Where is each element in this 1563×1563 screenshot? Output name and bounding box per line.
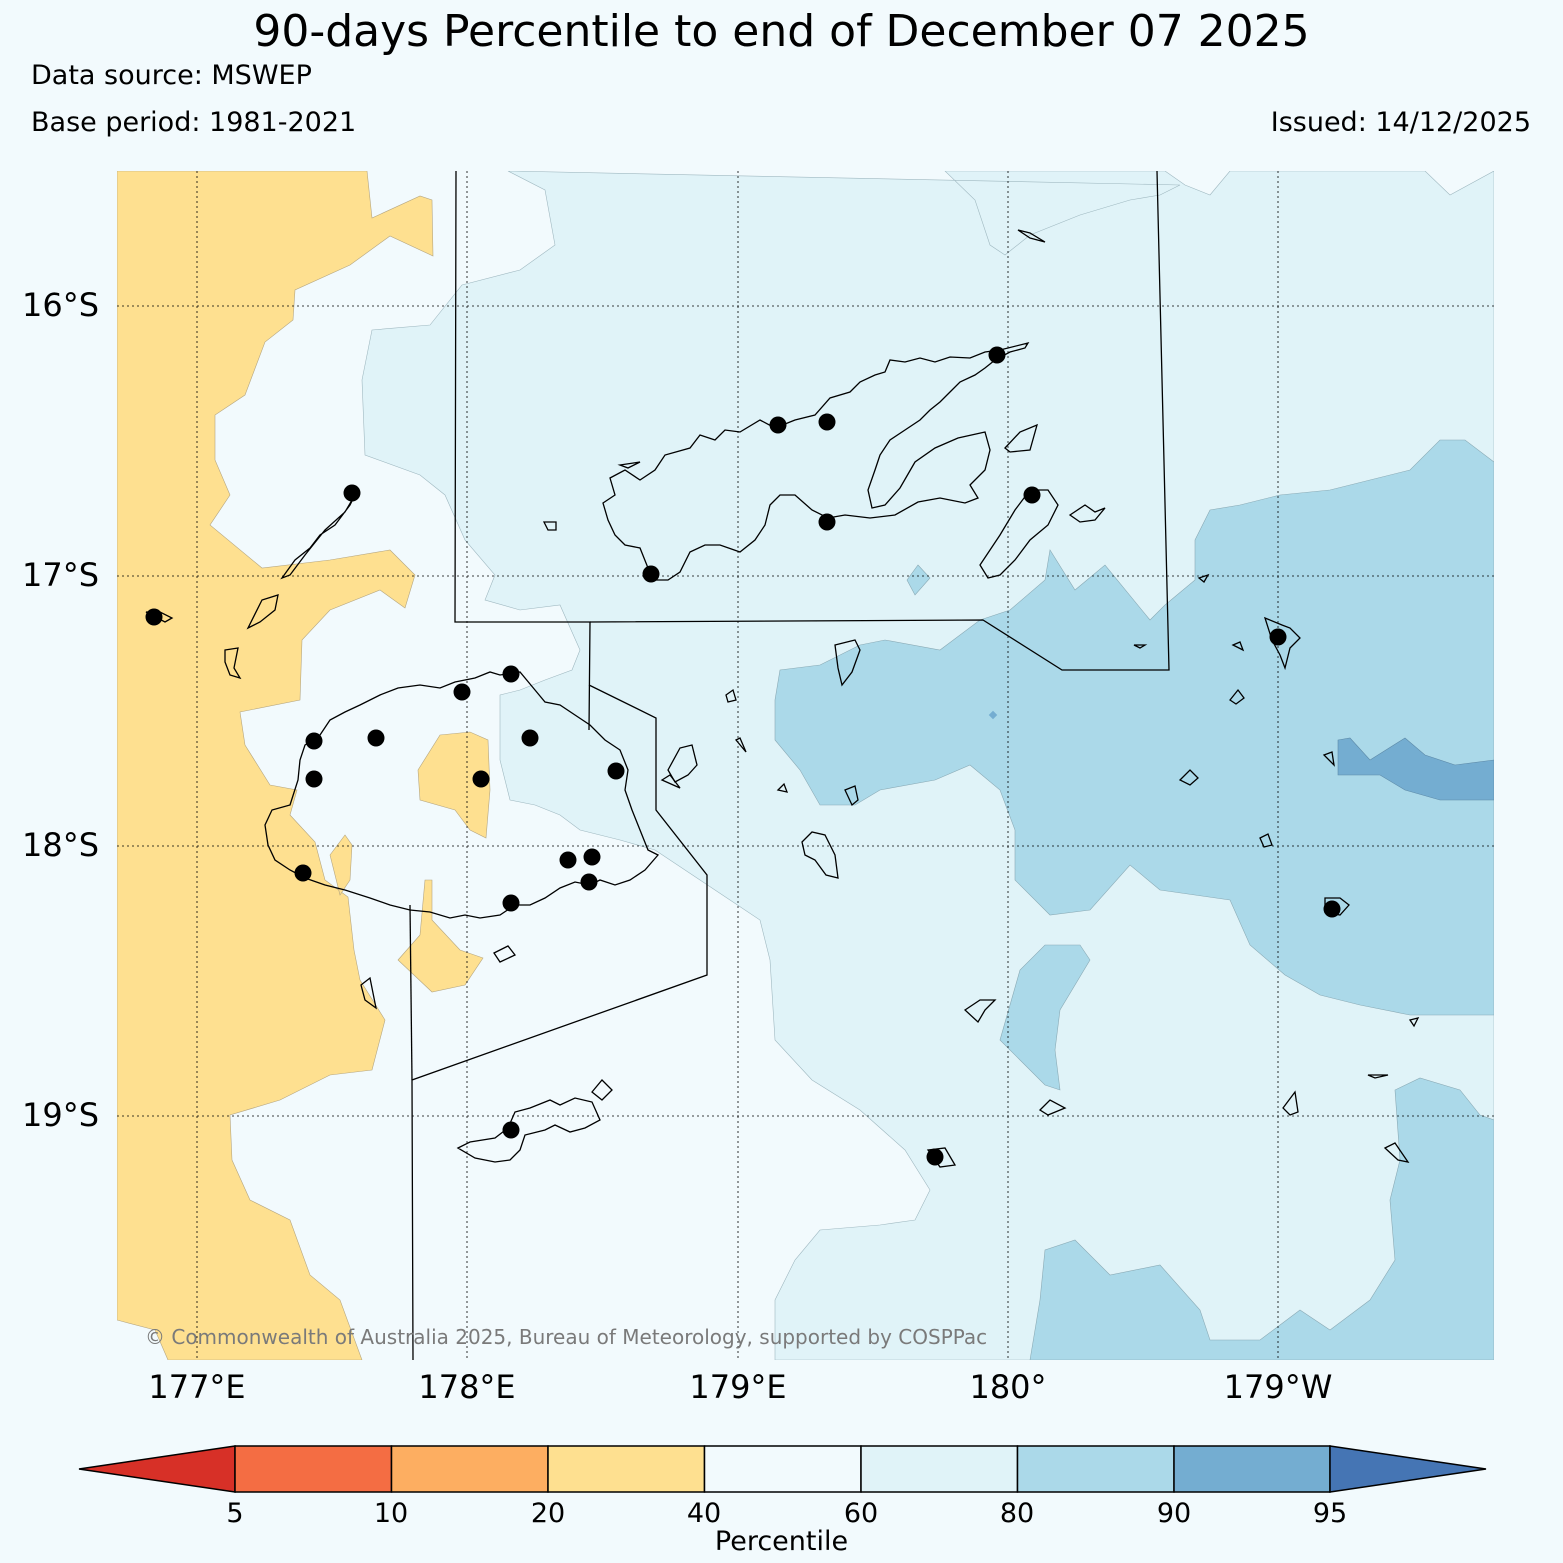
station-marker xyxy=(583,848,601,866)
colorbar xyxy=(78,1445,1487,1493)
colorbar-bin xyxy=(1173,1445,1331,1493)
station-marker xyxy=(926,1148,944,1166)
station-marker xyxy=(642,565,660,583)
colorbar-tick-label: 20 xyxy=(530,1498,566,1529)
station-marker xyxy=(818,413,836,431)
colorbar-bin xyxy=(547,1445,706,1493)
station-marker xyxy=(988,346,1006,364)
stations xyxy=(145,346,1341,1166)
station-marker xyxy=(367,729,385,747)
station-marker xyxy=(818,513,836,531)
island-viti-levu xyxy=(264,671,660,919)
data-source-label: Data source: MSWEP xyxy=(31,60,312,91)
lat-label: 19°S xyxy=(22,1096,100,1134)
lon-label: 179°E xyxy=(689,1368,787,1406)
lat-label: 18°S xyxy=(22,826,100,864)
station-marker xyxy=(580,873,598,891)
lon-label: 180° xyxy=(969,1368,1047,1406)
percentile-90-95-patch xyxy=(1337,737,1494,801)
colorbar-tick-label: 90 xyxy=(1156,1498,1192,1529)
colorbar-bin xyxy=(1016,1445,1175,1493)
lat-label: 16°S xyxy=(22,286,100,324)
colorbar-bin xyxy=(860,1445,1019,1493)
lon-label: 178°E xyxy=(418,1368,516,1406)
station-marker xyxy=(305,770,323,788)
colorbar-extend-low xyxy=(78,1445,236,1493)
island-taveuni xyxy=(979,489,1059,579)
map-title: 90-days Percentile to end of December 07… xyxy=(253,6,1310,57)
colorbar-bin xyxy=(390,1445,549,1493)
percentile-80-90-patch xyxy=(1029,1077,1494,1360)
percentile-90-95-speck xyxy=(988,710,998,720)
map-plot-area xyxy=(117,171,1494,1360)
station-marker xyxy=(453,683,471,701)
percentile-80-90-patch xyxy=(999,944,1091,1091)
colorbar-bin xyxy=(234,1445,393,1493)
station-marker xyxy=(305,732,323,750)
copyright-notice: © Commonwealth of Australia 2025, Bureau… xyxy=(145,1325,988,1349)
percentile-80-90-patch xyxy=(906,564,931,596)
station-marker xyxy=(294,864,312,882)
colorbar-tick-label: 60 xyxy=(843,1498,879,1529)
station-marker xyxy=(472,770,490,788)
colorbar-label: Percentile xyxy=(714,1526,849,1557)
colorbar-tick-label: 5 xyxy=(226,1498,244,1529)
station-marker xyxy=(502,1121,520,1139)
station-marker xyxy=(1023,486,1041,504)
station-marker xyxy=(1269,628,1287,646)
colorbar-tick-label: 80 xyxy=(999,1498,1035,1529)
graticule xyxy=(117,171,1494,1360)
base-period-label: Base period: 1981-2021 xyxy=(31,107,357,138)
station-marker xyxy=(521,729,539,747)
issued-date-label: Issued: 14/12/2025 xyxy=(1270,107,1531,138)
station-marker xyxy=(607,762,625,780)
colorbar-tick-label: 10 xyxy=(373,1498,409,1529)
percentile-20-40-region xyxy=(117,171,434,1360)
station-marker xyxy=(769,416,787,434)
station-marker xyxy=(559,851,577,869)
colorbar-tick-label: 40 xyxy=(686,1498,722,1529)
lon-label: 179°W xyxy=(1223,1368,1333,1406)
station-marker xyxy=(145,608,163,626)
station-marker xyxy=(343,484,361,502)
colorbar-bin xyxy=(703,1445,862,1493)
division-boundaries xyxy=(409,171,1170,1360)
station-marker xyxy=(502,894,520,912)
station-marker xyxy=(502,665,520,683)
colorbar-extend-high xyxy=(1329,1445,1487,1493)
lat-label: 17°S xyxy=(22,556,100,594)
colorbar-tick-label: 95 xyxy=(1312,1498,1348,1529)
lon-label: 177°E xyxy=(148,1368,246,1406)
station-marker xyxy=(1323,900,1341,918)
percentile-20-40-patch xyxy=(397,879,484,993)
percentile-80-90-region xyxy=(774,439,1494,1016)
percentile-20-40-patch xyxy=(417,731,491,839)
